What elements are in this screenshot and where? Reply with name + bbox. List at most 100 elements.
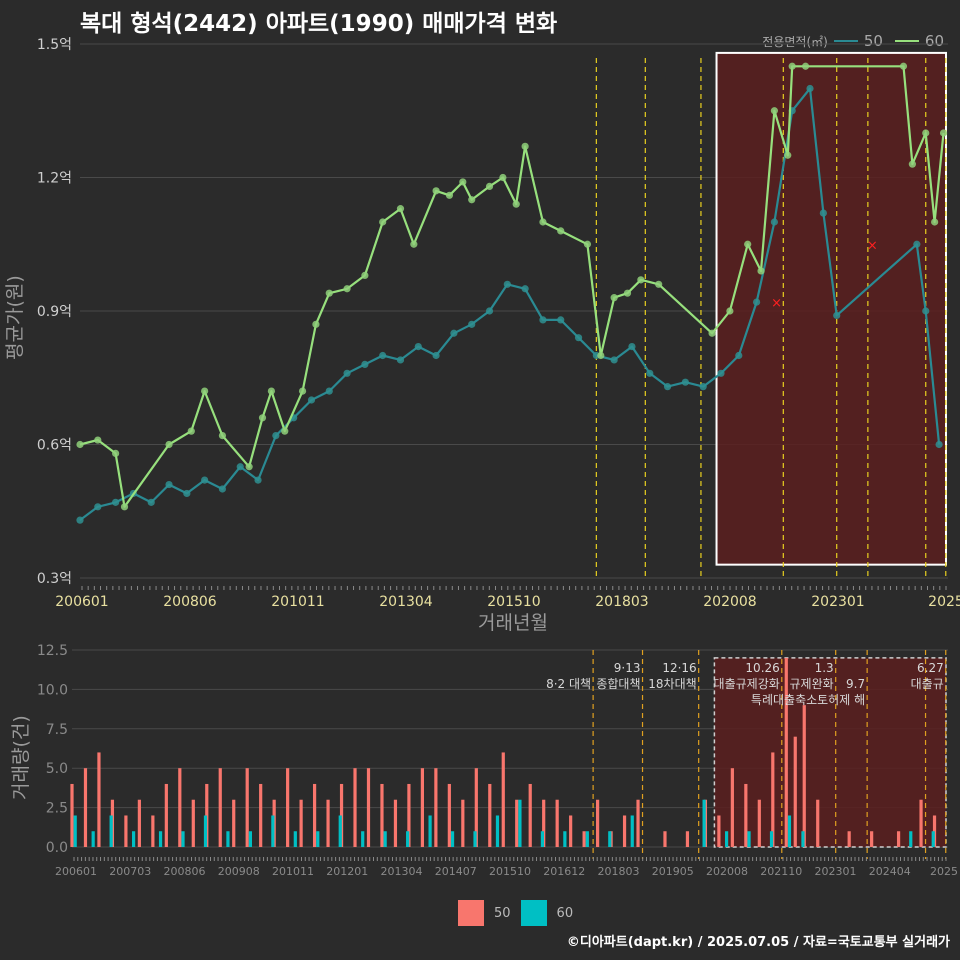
x-tick-label: 202110 [760,865,802,878]
x-tick-label: 200601 [55,865,97,878]
x-tick-label: 201011 [272,865,314,878]
point-60 [521,142,529,150]
point-60 [112,449,120,457]
bar-50 [205,783,209,847]
bar-60 [293,831,297,847]
point-50 [343,369,351,377]
bar-50 [151,815,155,847]
point-60 [379,218,387,226]
bar-60 [563,831,567,847]
x-tick-label: 201510 [487,594,540,610]
bar-50 [784,657,788,847]
point-50 [76,516,84,524]
policy-annotation: 1.3 [815,661,834,675]
point-50 [112,498,120,506]
point-60 [218,432,227,440]
point-60 [76,440,84,449]
bar-50 [366,768,371,847]
y-tick-label: 0.6억 [37,438,72,454]
bar-50 [434,768,438,847]
point-50 [521,285,529,293]
bar-50 [259,783,263,847]
x-tick-label: 200806 [163,594,217,610]
policy-annotation: 대출규제강화 [714,677,780,691]
bar-50 [744,783,748,847]
bar-50 [555,799,559,847]
bar-60 [73,815,77,847]
point-50 [735,351,743,360]
point-50 [717,369,725,377]
bar-60 [226,831,230,847]
bar-60 [361,831,365,847]
bar-50 [218,768,222,847]
bar-60 [132,831,136,847]
bar-50 [97,752,101,847]
point-60 [343,285,351,293]
bar-50 [164,783,168,847]
policy-annotation: 8·2 대책 [546,676,591,691]
legend-60-label: 60 [924,32,944,50]
point-50 [218,485,227,493]
bar-50 [407,783,411,847]
bar-50 [802,705,806,847]
bar-50 [339,783,344,847]
point-60 [788,62,796,70]
point-60 [899,62,908,70]
point-50 [699,383,707,391]
policy-annotation: 대출규 [911,677,944,691]
legend-bar50-label: 50 [494,905,511,921]
y-tick-label: 12.5 [37,643,68,659]
bar-60 [109,815,113,847]
point-50 [681,378,689,386]
bar-50 [299,799,303,847]
x-tick-label: 2025 [930,865,958,878]
point-60 [637,276,645,284]
point-50 [361,360,369,368]
point-50 [557,316,565,324]
point-50 [610,356,618,364]
bar-60 [747,831,751,847]
policy-annotation: 10.26 [745,661,779,675]
bar-50 [582,831,586,847]
point-50 [325,387,333,395]
bar-50 [663,831,667,847]
bar-50 [232,799,236,847]
x-tick-label: 202301 [815,865,857,878]
legend-50-label: 50 [863,32,883,50]
legend-top: 전용면적(㎡) 50 60 [762,32,950,50]
bar-50 [596,799,600,847]
point-50 [396,356,405,364]
point-50 [94,503,102,511]
x-tick-label: 202404 [869,865,911,878]
bar-50 [488,783,492,847]
bar-60 [518,799,522,847]
point-50 [913,240,921,248]
point-60 [922,129,930,137]
bar-50 [420,768,424,847]
bar-60 [428,815,432,847]
marker-x: × [771,296,782,311]
point-60 [931,218,939,226]
bar-50 [793,736,797,847]
x-tick-label: 201407 [435,865,477,878]
point-50 [183,489,191,498]
point-60 [784,151,792,159]
point-60 [445,191,454,199]
point-60 [499,173,507,182]
point-60 [583,240,592,248]
marker-x: × [867,238,878,253]
point-60 [655,280,663,288]
x-tick-label: 201510 [489,865,531,878]
point-50 [201,476,209,484]
x-tick-label: 201803 [598,865,640,878]
highlight-region [715,51,947,566]
y-tick-label: 0.9억 [37,304,72,320]
point-50 [485,307,494,315]
policy-annotation: 규제완화 [790,677,834,691]
bar-60 [203,815,208,847]
legend-bottom: 50 60 [458,900,573,926]
x-tick-label: 200703 [109,865,151,878]
point-50 [833,311,841,320]
point-50 [819,209,827,217]
bar-50 [919,799,923,847]
